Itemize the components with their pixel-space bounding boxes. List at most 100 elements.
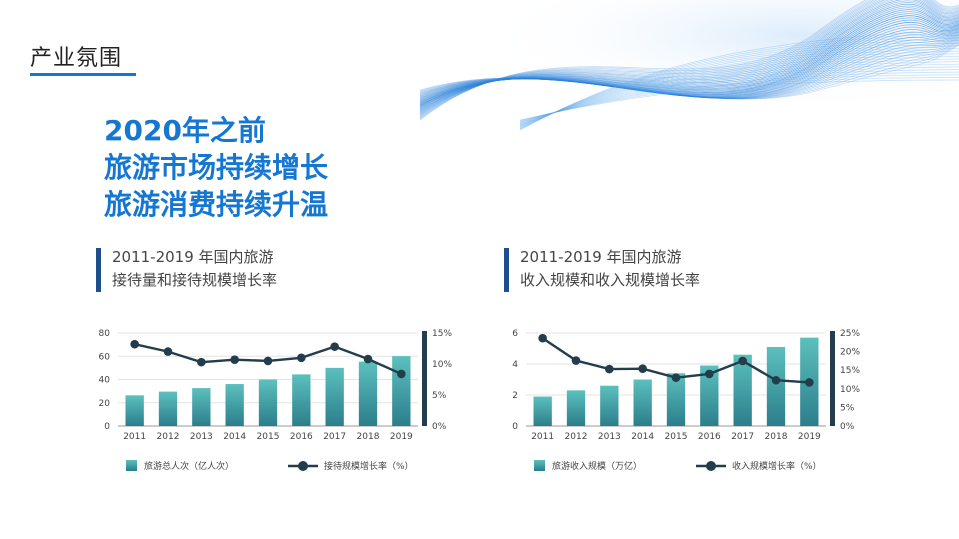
wave-decoration — [380, 0, 959, 140]
wave-line — [419, 36, 959, 99]
right-tick-label: 0% — [840, 422, 855, 432]
chart-title-line-1: 2011-2019 年国内旅游 — [520, 248, 682, 266]
bar — [225, 384, 244, 426]
line-point — [805, 378, 814, 387]
left-tick-label: 40 — [99, 376, 111, 386]
right-tick-label: 5% — [432, 391, 447, 401]
right-tick-label: 20% — [840, 348, 860, 358]
x-tick-label: 2015 — [665, 432, 688, 442]
legend-line-marker — [706, 461, 716, 471]
x-tick-label: 2013 — [190, 432, 213, 442]
legend-line-marker — [298, 461, 308, 471]
chart-revenue: 2011-2019 年国内旅游 收入规模和收入规模增长率 6 4 2 0 25% 20% 1… — [504, 248, 864, 478]
wave-line — [419, 0, 959, 114]
legend-line-label: 接待规模增长率（%） — [324, 460, 414, 472]
line-point — [230, 355, 239, 364]
wave-line — [419, 0, 959, 115]
line-point — [130, 339, 139, 349]
wave-line — [419, 41, 959, 100]
legend-bar-swatch — [534, 460, 545, 471]
wave-line — [419, 0, 959, 119]
x-tick-label: 2012 — [157, 432, 180, 442]
wave-line — [519, 71, 959, 122]
bar — [192, 388, 211, 426]
wave-line — [419, 37, 959, 99]
right-tick-label: 5% — [840, 403, 855, 413]
wave-line — [519, 55, 959, 126]
wave-line — [419, 31, 959, 101]
left-tick-label: 60 — [99, 352, 111, 362]
wave-line — [519, 58, 959, 125]
bar — [325, 367, 344, 426]
wave-line — [519, 69, 959, 123]
wave-line — [519, 32, 959, 130]
x-tick-label: 2011 — [531, 432, 554, 442]
left-tick-label: 80 — [99, 329, 111, 339]
right-tick-label: 15% — [432, 329, 452, 339]
wave-line — [419, 44, 959, 100]
x-tick-label: 2019 — [390, 432, 413, 442]
wave-line — [419, 43, 959, 100]
x-tick-label: 2016 — [698, 432, 721, 442]
x-tick-label: 2013 — [598, 432, 621, 442]
legend-bar-swatch — [126, 460, 137, 471]
line-point — [363, 354, 373, 364]
line-point — [538, 333, 547, 343]
wave-line — [419, 38, 959, 99]
bar — [292, 374, 311, 426]
wave-line — [519, 53, 959, 126]
x-tick-label: 2012 — [565, 432, 588, 442]
chart-title-line-2: 接待量和接待规模增长率 — [112, 271, 278, 289]
x-tick-label: 2016 — [290, 432, 313, 442]
wave-line — [419, 40, 959, 99]
x-tick-label: 2015 — [257, 432, 280, 442]
right-tick-label: 10% — [840, 385, 860, 395]
section-title: 产业氛围 — [30, 46, 123, 71]
bar — [633, 379, 652, 426]
line-point — [163, 347, 173, 356]
right-tick-label: 15% — [840, 366, 860, 376]
left-tick-label: 2 — [512, 391, 518, 401]
wave-line — [519, 29, 959, 131]
wave-line — [519, 37, 959, 129]
left-tick-label: 6 — [512, 329, 518, 339]
wave-line — [519, 40, 959, 129]
chart-visitors: 2011-2019 年国内旅游 接待量和接待规模增长率 80 60 40 20 0 15%… — [96, 248, 456, 478]
bar — [766, 346, 786, 426]
headline-line-2: 旅游市场持续增长 — [104, 151, 329, 184]
wave-line — [519, 34, 959, 130]
x-tick-label: 2018 — [357, 432, 380, 442]
headline: 2020年之前 旅游市场持续增长 旅游消费持续升温 — [104, 112, 328, 223]
wave-line — [419, 0, 959, 117]
bar — [666, 373, 686, 426]
section-title-underline — [30, 73, 136, 76]
wave-line — [419, 39, 959, 99]
line-point — [397, 369, 406, 379]
right-tick-label: 25% — [840, 329, 860, 339]
chart-title-marker — [96, 248, 101, 292]
bar — [566, 390, 586, 426]
wave-line — [419, 0, 959, 116]
wave-line — [419, 0, 959, 120]
right-axis-bar — [830, 331, 835, 426]
x-tick-label: 2018 — [765, 432, 788, 442]
wave-line — [519, 74, 959, 122]
wave-glow — [380, 0, 959, 140]
bar — [158, 391, 178, 426]
bar — [258, 379, 278, 426]
x-tick-label: 2014 — [223, 432, 246, 442]
line-point — [638, 364, 647, 374]
chart-revenue-plot: 6 4 2 0 25% 20% 15% 10% 5% 0% 2011 2012 2013 2014 2015… — [512, 329, 860, 472]
line-point — [705, 369, 714, 379]
x-tick-label: 2011 — [123, 432, 146, 442]
legend-bar-label: 旅游收入规模（万亿） — [552, 460, 642, 472]
left-tick-label: 4 — [512, 360, 518, 370]
bar — [125, 395, 144, 426]
wave-line — [419, 32, 959, 100]
right-axis-bar — [422, 331, 427, 426]
headline-line-3: 旅游消费持续升温 — [104, 188, 329, 221]
chart-title: 2011-2019 年国内旅游 收入规模和收入规模增长率 — [520, 246, 700, 292]
wave-line — [519, 42, 959, 128]
wave-line — [519, 66, 959, 123]
wave-line — [519, 79, 959, 121]
